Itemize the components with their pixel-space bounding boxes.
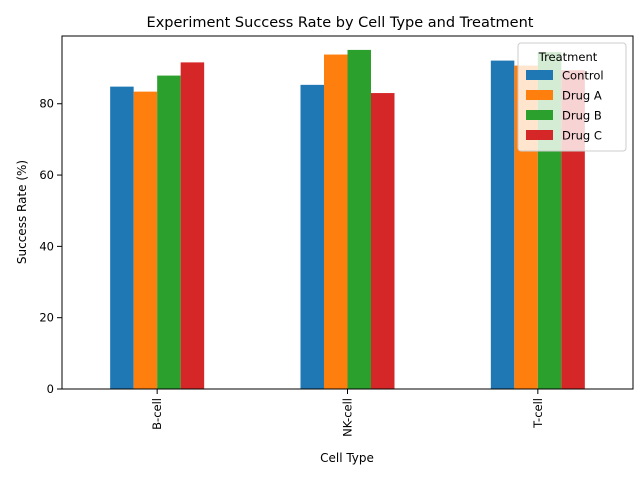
y-axis-ticks: 0 20 40 60 80 (39, 97, 62, 396)
y-tick-label: 60 (39, 168, 54, 182)
bars-group (110, 49, 585, 390)
legend-swatch-drug-a (526, 90, 553, 100)
y-tick-label: 40 (39, 239, 54, 253)
x-tick-label-b-cell: B-cell (150, 398, 164, 430)
chart-title: Experiment Success Rate by Cell Type and… (147, 15, 534, 31)
legend-swatch-drug-b (526, 110, 553, 120)
legend-label-drug-a: Drug A (562, 89, 602, 103)
bar-drug-b-b-cell (157, 75, 181, 389)
legend-label-control: Control (562, 69, 604, 83)
legend-swatch-control (526, 70, 553, 80)
x-tick-label-nk-cell: NK-cell (341, 398, 355, 437)
bar-drug-a-nk-cell (324, 54, 348, 389)
bar-control-t-cell (490, 60, 515, 390)
legend-title: Treatment (538, 50, 598, 64)
bar-drug-c-nk-cell (371, 93, 395, 389)
bar-control-b-cell (110, 86, 134, 389)
y-tick-label: 80 (39, 97, 54, 111)
legend: Treatment Control Drug A Drug B Drug C (517, 42, 627, 152)
legend-swatch-drug-c (526, 130, 553, 140)
bar-drug-b-nk-cell (347, 49, 371, 389)
bar-drug-a-b-cell (133, 91, 158, 390)
bar-drug-c-b-cell (180, 62, 205, 389)
x-axis-ticks: B-cell NK-cell T-cell (150, 389, 545, 437)
legend-items: Control Drug A Drug B Drug C (526, 69, 604, 143)
y-tick-label: 20 (39, 311, 54, 325)
legend-label-drug-b: Drug B (562, 109, 602, 123)
y-tick-label: 0 (47, 382, 54, 396)
plot-frame (61, 35, 634, 390)
x-axis-label: Cell Type (320, 451, 374, 465)
x-tick-label-t-cell: T-cell (531, 398, 545, 429)
legend-label-drug-c: Drug C (562, 129, 602, 143)
bar-control-nk-cell (300, 84, 324, 390)
y-axis-label: Success Rate (%) (15, 160, 29, 264)
